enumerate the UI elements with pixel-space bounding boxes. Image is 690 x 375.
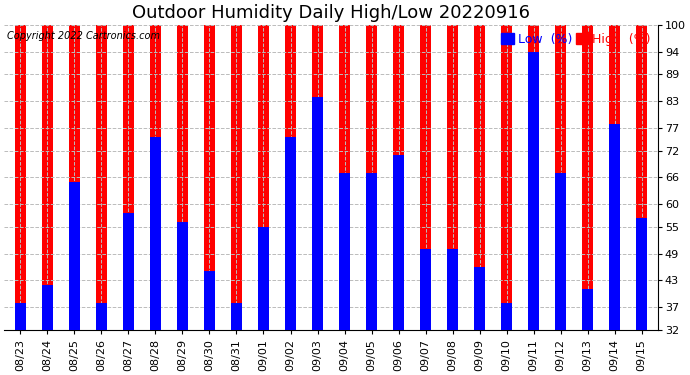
Bar [609,124,620,330]
Bar [312,97,323,330]
Bar [69,25,80,330]
Bar [636,25,647,330]
Bar [609,25,620,330]
Bar [501,25,512,330]
Bar [555,173,566,330]
Legend: Low  (%), High  (%): Low (%), High (%) [500,32,651,47]
Bar [258,25,269,330]
Bar [150,137,161,330]
Bar [69,182,80,330]
Bar [555,25,566,330]
Bar [366,173,377,330]
Bar [231,25,242,330]
Bar [177,222,188,330]
Text: Copyright 2022 Cartronics.com: Copyright 2022 Cartronics.com [8,31,161,41]
Bar [339,173,350,330]
Bar [393,25,404,330]
Bar [123,213,134,330]
Bar [96,25,107,330]
Bar [150,25,161,330]
Bar [582,290,593,330]
Bar [420,25,431,330]
Bar [285,25,296,330]
Bar [204,272,215,330]
Bar [15,25,26,330]
Bar [393,155,404,330]
Bar [42,25,53,330]
Bar [474,25,485,330]
Bar [420,249,431,330]
Bar [42,285,53,330]
Bar [177,25,188,330]
Bar [258,226,269,330]
Bar [582,25,593,330]
Bar [474,267,485,330]
Bar [447,25,458,330]
Bar [529,52,539,330]
Bar [123,25,134,330]
Bar [96,303,107,330]
Bar [366,25,377,330]
Bar [636,218,647,330]
Bar [15,303,26,330]
Bar [285,137,296,330]
Bar [501,303,512,330]
Bar [529,25,539,330]
Bar [447,249,458,330]
Bar [339,25,350,330]
Bar [231,303,242,330]
Bar [312,25,323,330]
Bar [204,25,215,330]
Title: Outdoor Humidity Daily High/Low 20220916: Outdoor Humidity Daily High/Low 20220916 [132,4,530,22]
